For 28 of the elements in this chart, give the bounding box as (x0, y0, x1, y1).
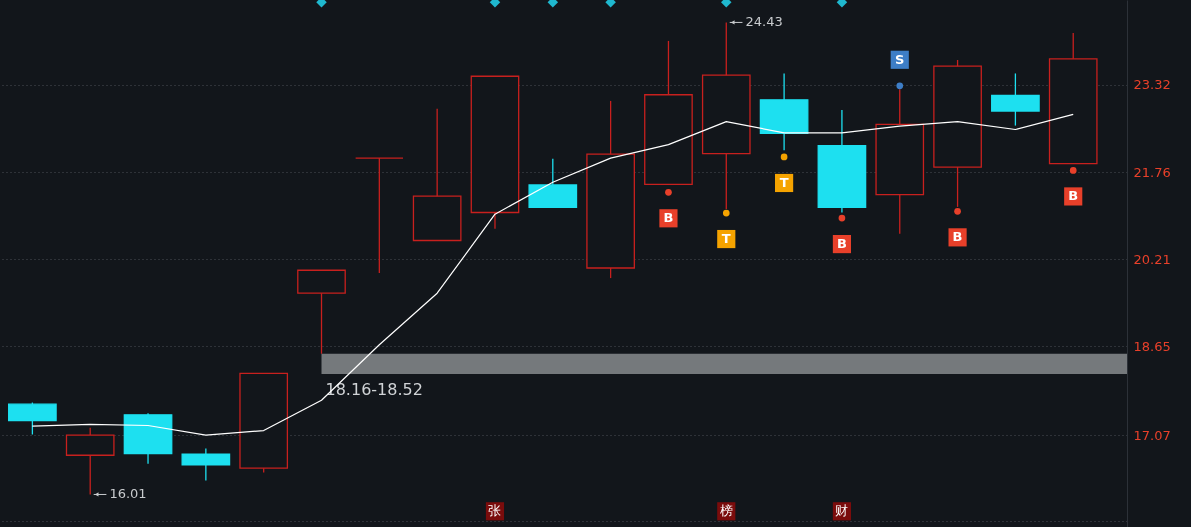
data-label: B (1068, 188, 1079, 204)
point (722, 209, 730, 217)
y-tick-label: 21.76 (1133, 164, 1171, 180)
annotation: 24.43 (745, 14, 783, 30)
data-label: B (663, 210, 674, 226)
y-tick-label: 20.21 (1133, 251, 1171, 267)
point (605, 0, 616, 8)
y-tick-label: 23.32 (1133, 77, 1171, 93)
data-label: S (895, 51, 905, 67)
data-label: 财 (835, 503, 849, 519)
point (1069, 167, 1077, 174)
data-label: T (721, 231, 731, 247)
data-label: B (836, 236, 847, 252)
point (896, 82, 904, 90)
candlestick (354, 157, 404, 274)
point (954, 208, 961, 215)
data-label: 张 (488, 503, 502, 519)
y-tick-label: 17.07 (1133, 427, 1171, 443)
point (316, 0, 327, 8)
point (780, 153, 788, 161)
annotation: 16.01 (109, 486, 147, 502)
point (838, 214, 846, 222)
data-label: T (779, 174, 789, 190)
point (665, 188, 672, 196)
y-tick-label: 18.65 (1133, 338, 1171, 354)
point (721, 0, 732, 8)
data-label: 榜 (719, 503, 733, 519)
data-label: B (952, 229, 963, 245)
